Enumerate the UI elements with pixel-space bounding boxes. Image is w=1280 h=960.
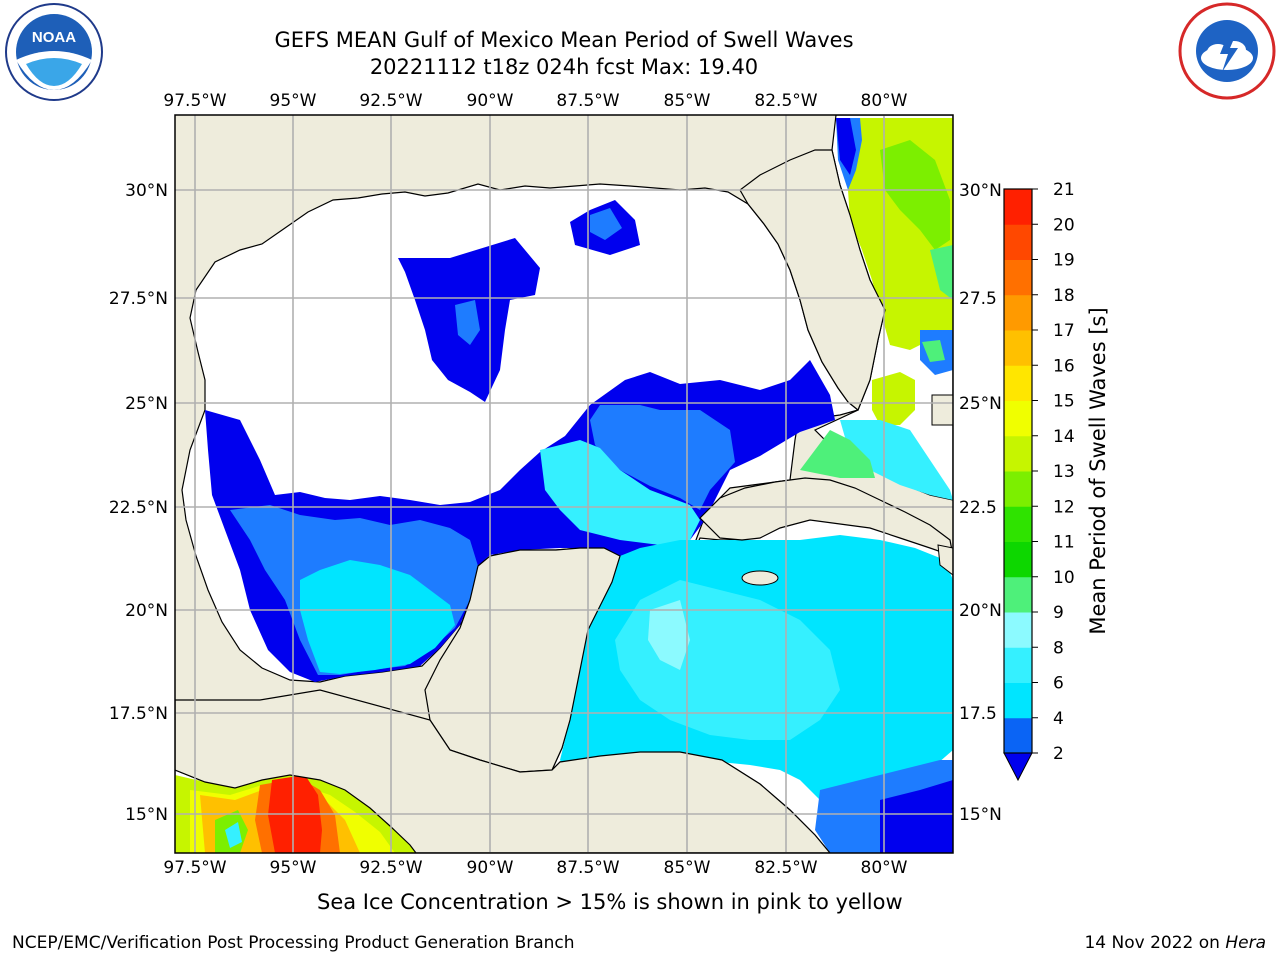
- bahamas-island: [931, 394, 953, 426]
- lon-label-bottom: 97.5°W: [163, 858, 226, 878]
- florida-land: [739, 149, 886, 411]
- colorbar-tick-label: 11: [1053, 533, 1075, 553]
- colorbar-segment: [1004, 647, 1032, 683]
- map-frame: [174, 114, 954, 854]
- lon-label-bottom: 87.5°W: [556, 858, 619, 878]
- colorbar-segment: [1004, 259, 1032, 296]
- colorbar-tick-label: 17: [1053, 321, 1075, 341]
- lat-label-left: 17.5°N: [109, 704, 168, 724]
- colorbar-segment: [1004, 612, 1032, 648]
- jamaica-island: [741, 570, 779, 586]
- colorbar-tick-label: 8: [1053, 638, 1064, 658]
- lon-label-bottom: 80°W: [861, 858, 908, 878]
- lat-label-left: 15°N: [125, 805, 168, 825]
- lon-label-top: 92.5°W: [359, 91, 422, 111]
- colorbar-tick-label: 12: [1053, 497, 1075, 517]
- graticule: [175, 115, 953, 853]
- lat-label-left: 20°N: [125, 601, 168, 621]
- lon-label-top: 90°W: [467, 91, 514, 111]
- colorbar-ticks: 21 20 19 18 17 16 15 14 13 12 11 10 9 8 6 4 2: [1032, 180, 1075, 764]
- colorbar-tick-label: 4: [1053, 709, 1064, 729]
- colorbar-tick-label: 20: [1053, 215, 1075, 235]
- map-subtitle: 20221112 t18z 024h fcst Max: 19.40: [369, 55, 759, 79]
- noaa-logo-text: NOAA: [32, 29, 76, 46]
- lon-label-top: 85°W: [664, 91, 711, 111]
- lon-label-bottom: 90°W: [467, 858, 514, 878]
- lon-label-top: 95°W: [270, 91, 317, 111]
- footer-branch: NCEP/EMC/Verification Post Processing Pr…: [12, 933, 575, 953]
- lat-label-right: 22.5: [959, 498, 997, 518]
- colorbar-segment: [1004, 682, 1032, 719]
- colorbar-segment: [1004, 365, 1032, 401]
- central-america-land: [175, 689, 831, 853]
- lat-label-right: 30°N: [959, 181, 1002, 201]
- hispaniola-land: [937, 544, 953, 576]
- colorbar-tick-label: 16: [1053, 356, 1075, 376]
- lon-label-bottom: 82.5°W: [754, 858, 817, 878]
- colorbar-tick-label: 13: [1053, 462, 1075, 482]
- lat-label-right: 27.5: [959, 289, 997, 309]
- colorbar-tick-label: 19: [1053, 251, 1075, 271]
- colorbar-tick-label: 2: [1053, 744, 1064, 764]
- lon-label-top: 82.5°W: [754, 91, 817, 111]
- national-weather-service-logo-icon: [1178, 2, 1276, 100]
- lat-label-left: 22.5°N: [109, 498, 168, 518]
- lat-label-left: 30°N: [125, 181, 168, 201]
- footer-host: Hera: [1225, 933, 1266, 953]
- yucatan-land: [424, 547, 621, 773]
- colorbar-segment: [1004, 330, 1032, 366]
- colorbar-tick-label: 9: [1053, 603, 1064, 623]
- colorbar-label: Mean Period of Swell Waves [s]: [1086, 307, 1110, 634]
- colorbar-tick-label: 18: [1053, 286, 1075, 306]
- colorbar-segment: [1004, 294, 1032, 331]
- colorbar-segment: [1004, 189, 1032, 225]
- footer-date-text: 14 Nov 2022 on: [1084, 933, 1226, 953]
- lat-label-right: 17.5: [959, 704, 997, 724]
- colorbar-segment: [1004, 576, 1032, 613]
- footer-date: 14 Nov 2022 on Hera: [1084, 933, 1266, 953]
- lon-label-top: 87.5°W: [556, 91, 619, 111]
- colorbar-tick-label: 15: [1053, 392, 1075, 412]
- colorbar-tick-label: 6: [1053, 674, 1064, 694]
- lon-label-bottom: 92.5°W: [359, 858, 422, 878]
- sea-ice-note: Sea Ice Concentration > 15% is shown in …: [317, 890, 903, 914]
- colorbar-tick-label: 14: [1053, 427, 1075, 447]
- lat-label-right: 15°N: [959, 805, 1002, 825]
- lat-label-left: 27.5°N: [109, 289, 168, 309]
- colorbar-tick-label: 21: [1053, 180, 1075, 200]
- lon-label-bottom: 85°W: [664, 858, 711, 878]
- colorbar-segment: [1004, 541, 1032, 578]
- colorbar-segment: [1004, 400, 1032, 437]
- colorbar-segment: [1004, 435, 1032, 472]
- noaa-logo-icon: NOAA: [4, 2, 104, 102]
- colorbar-tick-label: 10: [1053, 568, 1075, 588]
- colorbar-extend-triangle: [1003, 752, 1033, 782]
- colorbar-segment: [1004, 506, 1032, 542]
- colorbar-segment: [1004, 717, 1032, 754]
- lat-label-right: 20°N: [959, 601, 1002, 621]
- swell-contours: [175, 118, 953, 853]
- colorbar-segment: [1004, 224, 1032, 260]
- lon-label-top: 80°W: [861, 91, 908, 111]
- lat-label-left: 25°N: [125, 394, 168, 414]
- map-title: GEFS MEAN Gulf of Mexico Mean Period of …: [274, 28, 854, 52]
- lon-label-top: 97.5°W: [163, 91, 226, 111]
- colorbar: [1004, 189, 1032, 754]
- lat-label-right: 25°N: [959, 394, 1002, 414]
- colorbar-segment: [1004, 471, 1032, 507]
- map-area: [175, 115, 953, 853]
- lon-label-bottom: 95°W: [270, 858, 317, 878]
